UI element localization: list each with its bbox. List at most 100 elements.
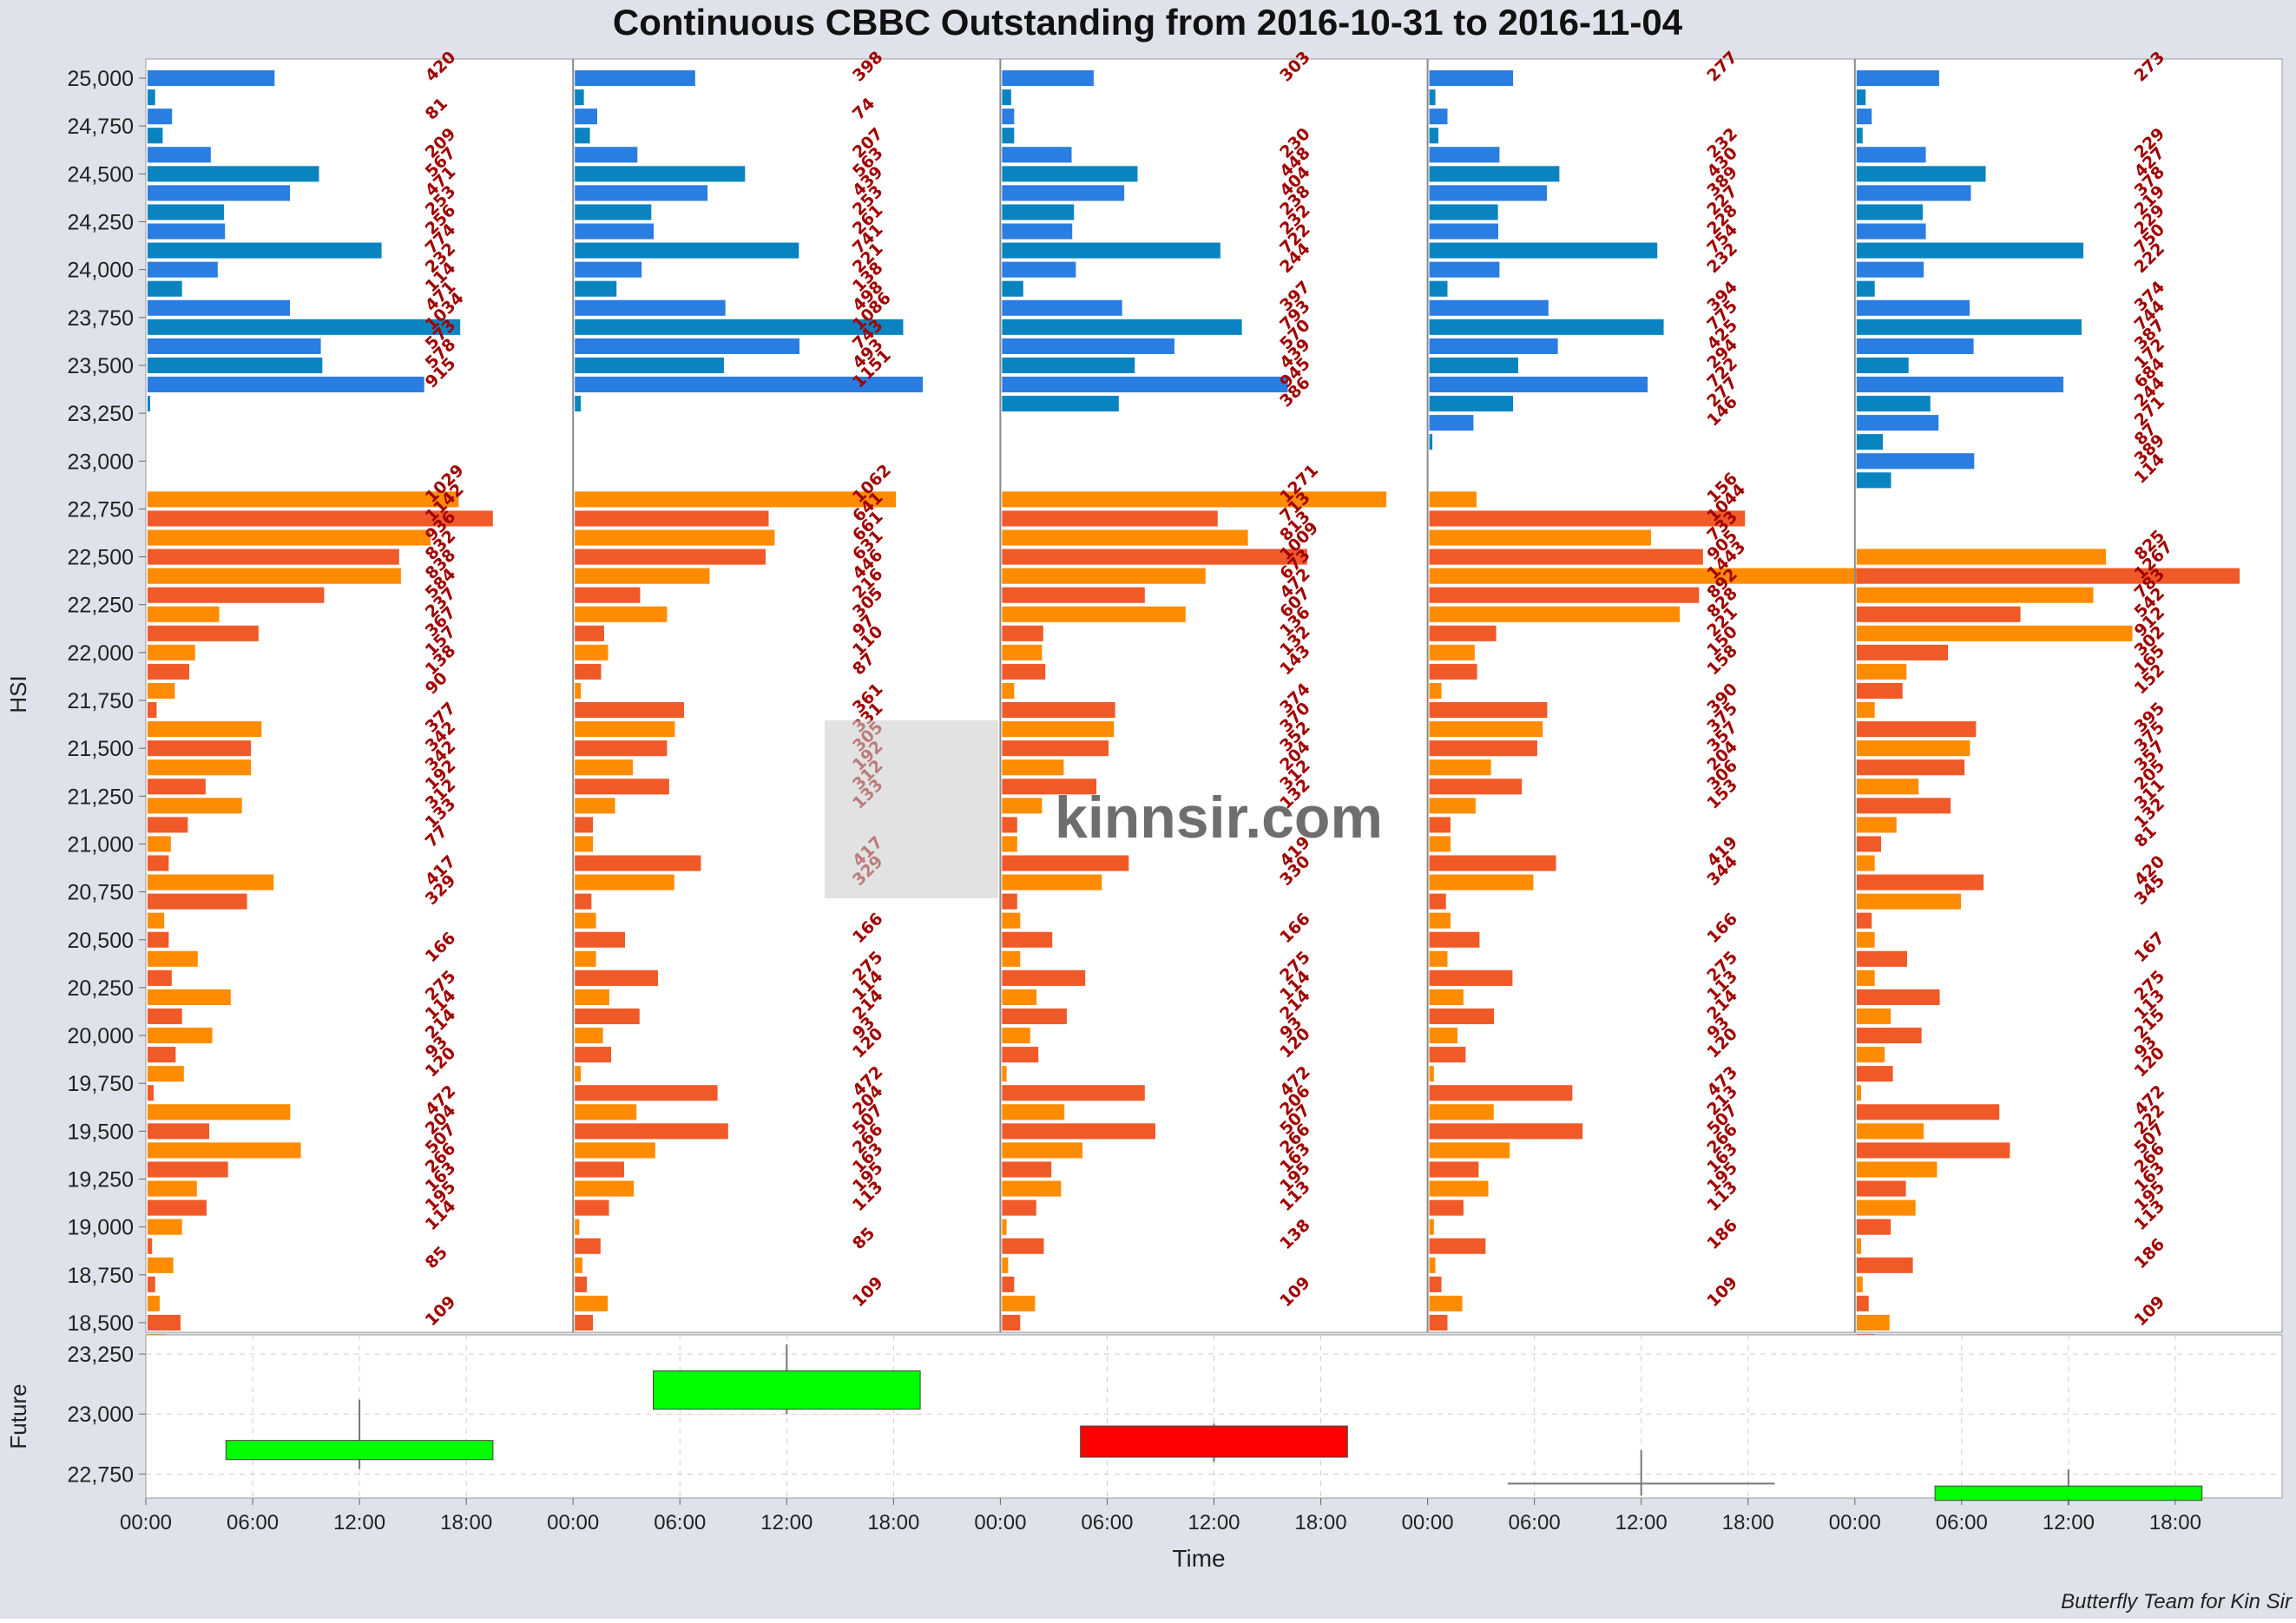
cbbc-bar — [1429, 549, 1703, 565]
cbbc-bar — [148, 1219, 182, 1235]
cbbc-bar — [1856, 166, 1986, 182]
cbbc-bar — [148, 817, 188, 833]
cbbc-bar — [148, 625, 259, 641]
cbbc-bar — [575, 702, 684, 719]
cbbc-bar — [1856, 702, 1875, 719]
candle-body — [1080, 1425, 1348, 1458]
cbbc-bar — [575, 1008, 640, 1025]
cbbc-bar — [1429, 357, 1519, 374]
cbbc-bar — [1429, 1295, 1463, 1311]
cbbc-bar — [1429, 1104, 1494, 1120]
hsi-tick-label: 23,750 — [68, 306, 134, 331]
cbbc-bar — [1429, 779, 1523, 795]
cbbc-bar — [1002, 702, 1115, 719]
hsi-plot-area — [145, 58, 2283, 1333]
watermark-logo — [825, 720, 998, 898]
cbbc-bar — [148, 204, 225, 220]
cbbc-bar — [1002, 319, 1242, 335]
cbbc-bar — [148, 989, 231, 1005]
cbbc-bar — [575, 931, 626, 948]
cbbc-bar — [575, 376, 924, 393]
cbbc-bar — [1856, 931, 1875, 948]
cbbc-bar — [575, 396, 582, 412]
cbbc-bar — [148, 931, 169, 948]
cbbc-bar — [1856, 415, 1939, 431]
cbbc-bar — [1856, 223, 1926, 240]
cbbc-bar — [1002, 1161, 1052, 1178]
cbbc-bar — [575, 568, 710, 584]
cbbc-bar — [1856, 1123, 1924, 1140]
cbbc-bar — [148, 1028, 213, 1044]
time-tick-label: 12:00 — [1187, 1511, 1240, 1534]
hsi-tick-label: 20,250 — [68, 976, 134, 1001]
cbbc-bar — [1856, 1295, 1869, 1311]
cbbc-bar — [575, 147, 638, 163]
cbbc-bar — [148, 1238, 153, 1254]
cbbc-bar — [1429, 280, 1448, 297]
cbbc-bar — [1002, 128, 1015, 144]
cbbc-bar — [1856, 1276, 1863, 1292]
cbbc-bar — [575, 587, 641, 603]
cbbc-bar — [1429, 798, 1476, 814]
cbbc-bar — [1429, 606, 1681, 622]
cbbc-bar — [1002, 166, 1138, 182]
cbbc-bar — [575, 1142, 655, 1159]
hsi-tick-label: 20,000 — [68, 1024, 134, 1048]
hsi-tick-label: 22,500 — [68, 546, 134, 570]
cbbc-bar — [1429, 166, 1560, 182]
cbbc-bar — [575, 299, 726, 316]
hsi-panel: 25,000 24,750 24,500 24,250 24,000 23,750 23,5… — [68, 48, 2283, 1350]
cbbc-bar — [148, 568, 401, 584]
y-axis-label-future: Future — [5, 1383, 31, 1449]
time-tick-label: 00:00 — [1829, 1511, 1881, 1534]
cbbc-bar — [148, 223, 226, 240]
cbbc-bar — [1429, 625, 1497, 641]
cbbc-bar — [1429, 1257, 1436, 1273]
cbbc-bar — [1856, 740, 1970, 757]
cbbc-bar — [575, 1276, 588, 1292]
hsi-tick-label: 25,000 — [68, 67, 134, 91]
cbbc-bar — [1429, 1161, 1479, 1178]
cbbc-bar — [575, 242, 799, 259]
cbbc-bar — [1856, 1085, 1862, 1101]
cbbc-bar — [575, 319, 904, 335]
cbbc-bar — [148, 969, 172, 986]
watermark: kinnsir.com — [825, 720, 1383, 898]
watermark-text: kinnsir.com — [1055, 785, 1383, 851]
cbbc-bar — [148, 798, 242, 814]
cbbc-bar — [1856, 644, 1948, 660]
cbbc-bar — [148, 1314, 181, 1331]
cbbc-bar — [1002, 989, 1037, 1005]
cbbc-bar — [148, 874, 274, 890]
cbbc-bar — [575, 1295, 609, 1311]
cbbc-bar — [148, 529, 431, 546]
hsi-tick-label: 20,500 — [68, 929, 134, 953]
cbbc-bar — [1429, 702, 1548, 719]
cbbc-bar — [1002, 759, 1064, 776]
cbbc-bar — [1002, 874, 1102, 890]
cbbc-bar — [148, 644, 195, 660]
time-tick-label: 06:00 — [227, 1511, 279, 1534]
time-tick-label: 18:00 — [1722, 1511, 1774, 1534]
cbbc-bar — [1856, 338, 1974, 354]
cbbc-bar — [1002, 510, 1218, 527]
cbbc-bar — [1002, 1180, 1062, 1197]
cbbc-bar — [1856, 721, 1977, 738]
hsi-tick-label: 23,500 — [68, 354, 134, 378]
cbbc-bar — [148, 1295, 160, 1311]
cbbc-bar — [1856, 969, 1875, 986]
cbbc-bar — [1002, 950, 1021, 967]
cbbc-bar — [1856, 874, 1984, 890]
cbbc-bar — [148, 1085, 154, 1101]
cbbc-bar — [1429, 299, 1549, 316]
time-tick-label: 06:00 — [1509, 1511, 1561, 1534]
time-tick-label: 18:00 — [867, 1511, 919, 1534]
cbbc-bar — [1002, 261, 1076, 278]
cbbc-bar — [1429, 529, 1651, 546]
hsi-tick-label: 19,000 — [68, 1216, 134, 1240]
hsi-tick-label: 19,250 — [68, 1168, 134, 1193]
cbbc-bar — [1002, 1008, 1067, 1025]
cbbc-bar — [575, 70, 695, 87]
cbbc-bar — [148, 261, 218, 278]
